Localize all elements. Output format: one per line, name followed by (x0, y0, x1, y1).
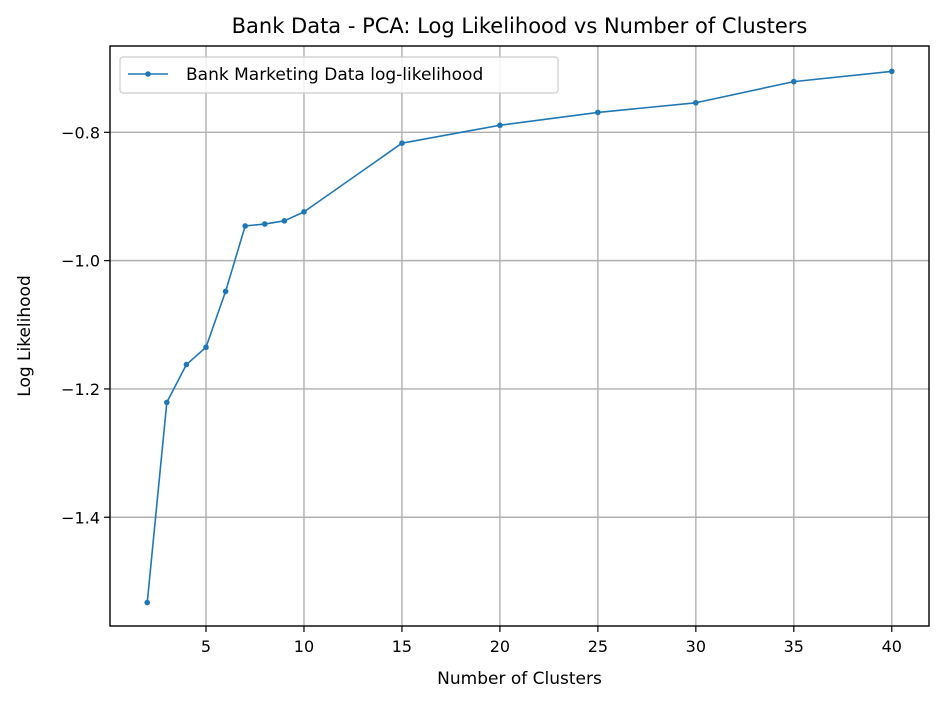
data-point (497, 122, 503, 129)
data-point (693, 99, 699, 106)
x-axis-label: Number of Clusters (437, 669, 602, 689)
y-tick-label: −1.4 (61, 508, 100, 527)
y-axis-label: Log Likelihood (15, 275, 35, 396)
legend-marker-swatch (145, 71, 151, 77)
x-tick-label: 10 (294, 637, 314, 656)
data-point (222, 288, 229, 295)
x-tick-label: 20 (490, 637, 510, 656)
chart-title: Bank Data - PCA: Log Likelihood vs Numbe… (232, 14, 808, 38)
data-point (595, 109, 601, 116)
x-tick-label: 15 (392, 637, 412, 656)
data-point (261, 221, 268, 227)
legend-label: Bank Marketing Data log-likelihood (186, 65, 483, 85)
x-tick-label: 40 (882, 637, 902, 656)
data-point (399, 140, 405, 147)
data-point (203, 344, 209, 351)
plot-frame (109, 45, 930, 627)
x-tick-label: 35 (784, 637, 804, 656)
legend-box (119, 56, 559, 94)
series-layer (144, 68, 895, 606)
x-axis-ticks: 5 10 15 20 25 30 35 40 (201, 626, 902, 656)
x-tick-label: 5 (201, 637, 211, 656)
legend: Bank Marketing Data log-likelihood (119, 56, 559, 94)
y-tick-label: −1.0 (61, 252, 100, 271)
data-point (164, 399, 170, 406)
y-axis-ticks: −1.4 −1.2 −1.0 −0.8 (61, 123, 110, 527)
y-tick-label: −0.8 (61, 123, 100, 142)
y-tick-label: −1.2 (61, 380, 100, 399)
data-point (791, 78, 797, 85)
data-point (183, 361, 190, 368)
data-point (144, 599, 151, 606)
x-tick-label: 30 (686, 637, 706, 656)
data-point (281, 218, 288, 224)
data-point (888, 68, 895, 75)
x-tick-label: 25 (588, 637, 608, 656)
data-point (242, 223, 248, 229)
data-point (301, 209, 307, 215)
